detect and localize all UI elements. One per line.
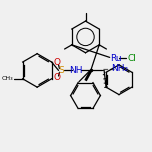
Text: S: S	[59, 66, 64, 75]
Text: Ru: Ru	[110, 54, 121, 63]
Text: NH₂: NH₂	[112, 64, 129, 73]
Text: NH: NH	[69, 66, 83, 75]
Text: Cl: Cl	[127, 54, 136, 63]
Text: O: O	[53, 73, 60, 82]
Text: O: O	[53, 59, 60, 67]
Text: CH₃: CH₃	[2, 76, 13, 81]
